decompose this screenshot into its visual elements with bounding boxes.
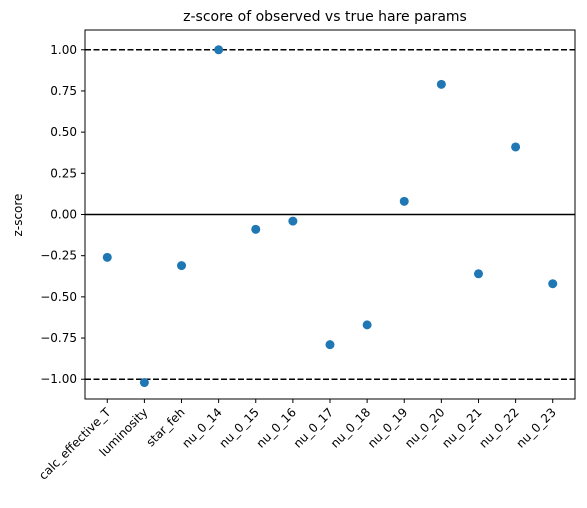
- data-point-nu_0_16: [288, 216, 298, 226]
- y-tick-label: 0.00: [50, 208, 77, 222]
- y-tick-label: −0.50: [40, 290, 77, 304]
- data-point-nu_0_20: [436, 79, 446, 89]
- y-tick-label: 0.25: [50, 166, 77, 180]
- x-tick-label-nu_0_16: nu_0_16: [254, 405, 299, 450]
- y-tick-label: −0.25: [40, 249, 77, 263]
- data-point-nu_0_21: [473, 269, 483, 279]
- y-tick-label: −0.75: [40, 331, 77, 345]
- y-tick-label: −1.00: [40, 372, 77, 386]
- data-point-nu_0_18: [362, 320, 372, 330]
- chart-title: z-score of observed vs true hare params: [183, 9, 467, 25]
- x-tick-label-nu_0_23: nu_0_23: [514, 405, 559, 450]
- data-point-calc_effective_T: [102, 252, 112, 262]
- y-tick-label: 1.00: [50, 43, 77, 57]
- x-axis-ticks: calc_effective_Tluminositystar_fehnu_0_1…: [36, 399, 559, 483]
- data-point-nu_0_23: [548, 279, 558, 289]
- data-point-nu_0_14: [214, 45, 224, 55]
- y-axis-ticks: −1.00 −0.75 −0.50 −0.25 0.00 0.25 0.50 0.75 1.00: [40, 43, 85, 386]
- x-tick-label-nu_0_21: nu_0_21: [439, 405, 484, 450]
- data-point-star_feh: [177, 261, 187, 271]
- data-point-nu_0_22: [511, 142, 521, 152]
- y-axis-label: z-score: [11, 194, 25, 237]
- x-tick-label-nu_0_19: nu_0_19: [365, 405, 410, 450]
- x-tick-label-nu_0_14: nu_0_14: [179, 405, 224, 450]
- y-tick-label: 0.50: [50, 125, 77, 139]
- y-tick-label: 0.75: [50, 84, 77, 98]
- x-tick-label-nu_0_20: nu_0_20: [402, 405, 447, 450]
- data-point-nu_0_17: [325, 340, 335, 350]
- x-tick-label-nu_0_18: nu_0_18: [328, 405, 373, 450]
- x-tick-label-nu_0_22: nu_0_22: [476, 405, 521, 450]
- data-point-nu_0_15: [251, 224, 261, 234]
- data-points: [102, 45, 558, 388]
- x-tick-label-nu_0_15: nu_0_15: [217, 405, 262, 450]
- data-point-nu_0_19: [399, 196, 409, 206]
- reference-lines: [85, 49, 575, 380]
- data-point-luminosity: [139, 378, 149, 388]
- x-tick-label-nu_0_17: nu_0_17: [291, 405, 336, 450]
